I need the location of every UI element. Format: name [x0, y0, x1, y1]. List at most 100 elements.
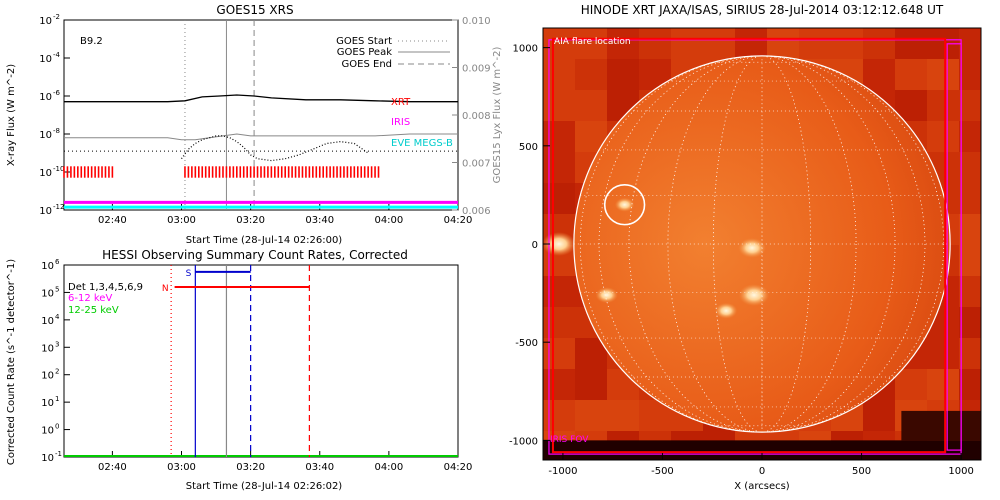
- xrt-ytick-label: -1000: [509, 436, 538, 447]
- xrt-bg-block: [927, 369, 959, 400]
- xrt-xtick-label: -1000: [548, 466, 577, 477]
- hessi-ylabel: Corrected Count Rate (s^-1 detector^-1): [6, 259, 17, 465]
- goes-ytick-label: 10: [39, 54, 52, 65]
- xrt-dark-bottom: [543, 440, 981, 460]
- xrt-bg-block: [543, 121, 575, 152]
- xrt-bg-block: [607, 400, 639, 431]
- xrt-bright-region-1: [595, 287, 618, 304]
- xrt-dark-corner: [901, 410, 981, 441]
- goes-xrt-label: XRT: [391, 97, 411, 108]
- goes-plot-frame: [63, 19, 459, 211]
- xrt-bg-block: [959, 121, 981, 152]
- goes-xtick-label: 02:40: [98, 215, 127, 226]
- xrt-bg-block: [543, 369, 575, 400]
- goes-ytick-label: 10: [39, 130, 52, 141]
- hessi-ytick-label: 10: [41, 316, 54, 327]
- xrt-fov-box: [551, 37, 947, 454]
- goes-ytick-label: 10: [39, 168, 52, 179]
- xrt-bg-block: [575, 400, 607, 431]
- xrt-bg-block: [767, 28, 799, 59]
- goes-right-tick-label: 0.007: [462, 159, 491, 170]
- xrt-bg-block: [543, 307, 575, 338]
- xrt-bg-block: [959, 152, 981, 183]
- xrt-bg-block: [895, 28, 927, 59]
- xrt-ytick-label: 1000: [513, 44, 538, 55]
- hessi-xtick-label: 04:00: [374, 462, 403, 473]
- xrt-xlabel: X (arcsecs): [734, 481, 790, 492]
- xrt-flare-circle: [603, 184, 646, 226]
- xrt-bg-block: [799, 28, 831, 59]
- goes-iris-label: IRIS: [391, 117, 410, 128]
- goes-ytick-exp: -12: [53, 203, 64, 211]
- hessi-ytick-exp: 6: [55, 258, 60, 266]
- xrt-xtick-label: 500: [852, 466, 871, 477]
- xrt-flare-label: AIA flare location: [554, 37, 631, 47]
- goes-right-tick-label: 0.009: [462, 64, 491, 75]
- xrt-bg-block: [575, 369, 607, 400]
- goes-right-tick-label: 0.008: [462, 111, 491, 122]
- goes-ytick-exp: -8: [53, 127, 60, 135]
- hessi-xtick-label: 03:00: [167, 462, 196, 473]
- xrt-bg-block: [543, 152, 575, 183]
- hessi-saa-label: S: [186, 269, 192, 279]
- xrt-bg-block: [959, 214, 981, 245]
- goes-ylabel: X-ray Flux (W m^-2): [6, 64, 17, 166]
- xrt-ytick-label: 500: [519, 142, 538, 153]
- goes-ytick-label: 10: [39, 92, 52, 103]
- goes-ytick-exp: -10: [53, 165, 64, 173]
- xrt-bg-block: [959, 369, 981, 400]
- xrt-bg-block: [863, 59, 895, 90]
- xrt-bg-block: [575, 59, 607, 90]
- xrt-bg-block: [543, 400, 575, 431]
- hessi-ytick-label: 10: [41, 453, 54, 464]
- goes-legend-peak: GOES Peak: [337, 47, 392, 58]
- hessi-ytick-exp: 1: [55, 395, 59, 403]
- xrt-bg-block: [607, 28, 639, 59]
- xrt-xtick-label: 1000: [948, 466, 973, 477]
- hessi-xtick-label: 03:20: [236, 462, 265, 473]
- hessi-ytick-exp: 0: [55, 423, 59, 431]
- xrt-bg-block: [895, 59, 927, 90]
- goes-xtick-label: 04:00: [374, 215, 403, 226]
- xrt-bright-region-0: [614, 197, 635, 212]
- xrt-bright-region-2: [543, 232, 576, 256]
- xrt-grid-lon: [712, 55, 812, 433]
- xrt-bg-block: [543, 338, 575, 369]
- goes-series-1: [64, 133, 458, 141]
- hessi-xlabel: Start Time (28-Jul-14 02:26:02): [186, 481, 343, 492]
- goes-xtick-label: 04:20: [444, 215, 473, 226]
- xrt-bg-block: [607, 59, 639, 90]
- goes-series-0: [64, 94, 458, 103]
- xrt-grid-lon: [579, 55, 945, 433]
- xrt-bg-block: [927, 90, 959, 121]
- hessi-ytick-exp: -1: [55, 450, 62, 458]
- xrt-bg-block: [959, 338, 981, 369]
- xrt-bg-block: [543, 59, 575, 90]
- xrt-bg-block: [671, 28, 703, 59]
- xrt-bg-block: [543, 276, 575, 307]
- xrt-bg-block: [895, 369, 927, 400]
- goes-ytick-label: 10: [39, 206, 52, 217]
- xrt-bg-block: [927, 121, 959, 152]
- goes-eve-label: EVE MEGS-B: [391, 138, 453, 149]
- xrt-grid-lon: [598, 55, 926, 433]
- xrt-bg-block: [959, 307, 981, 338]
- hessi-ytick-label: 10: [41, 261, 54, 272]
- hessi-ytick-label: 10: [41, 371, 54, 382]
- xrt-image-panel: HINODE XRT JAXA/ISAS, SIRIUS 28-Jul-2014…: [509, 3, 982, 492]
- hessi-plot-frame: [63, 264, 459, 458]
- hessi-ytick-label: 10: [41, 288, 54, 299]
- xrt-iris-fov-label: IRIS FOV: [550, 435, 589, 445]
- xrt-solar-limb: [573, 55, 951, 433]
- hessi-night-label: N: [162, 284, 169, 294]
- hessi-legend-highE: 12-25 keV: [68, 305, 119, 316]
- xrt-bg-block: [863, 400, 895, 431]
- goes-xlabel: Start Time (28-Jul-14 02:26:00): [186, 235, 343, 246]
- xrt-bg-block: [575, 28, 607, 59]
- hessi-ytick-exp: 3: [55, 340, 59, 348]
- xrt-bg-block: [639, 28, 671, 59]
- goes-right-tick-label: 0.010: [462, 16, 491, 27]
- goes-ytick-label: 10: [39, 16, 52, 27]
